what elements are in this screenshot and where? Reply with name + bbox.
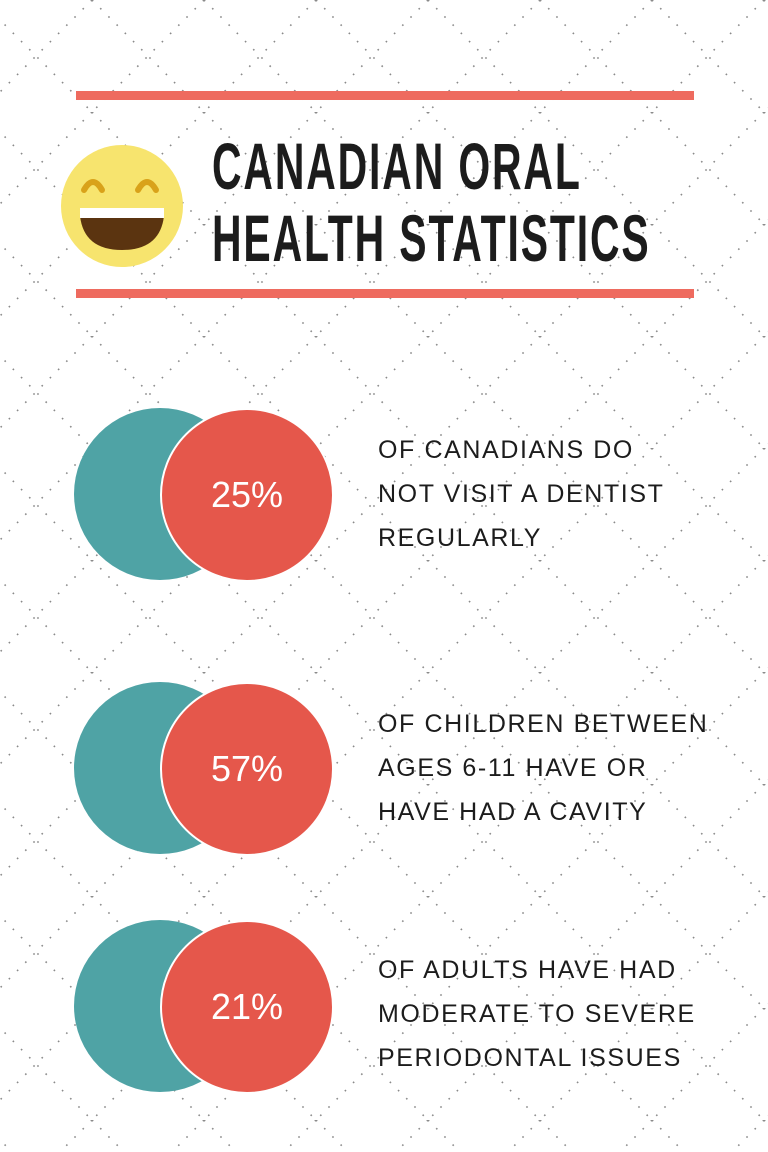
desc-line: MODERATE TO SEVERE — [378, 1000, 696, 1028]
desc-line: OF CANADIANS DO — [378, 436, 634, 464]
stat-description: OF ADULTS HAVE HAD MODERATE TO SEVERE PE… — [378, 948, 696, 1080]
desc-line: PERIODONTAL ISSUES — [378, 1044, 682, 1072]
desc-line: REGULARLY — [378, 524, 542, 552]
stat-description: OF CHILDREN BETWEEN AGES 6-11 HAVE OR HA… — [378, 702, 708, 834]
desc-line: NOT VISIT A DENTIST — [378, 480, 665, 508]
red-circle: 57% — [160, 682, 334, 856]
stat-description: OF CANADIANS DO NOT VISIT A DENTIST REGU… — [378, 428, 664, 560]
stat-item: 57% OF CHILDREN BETWEEN AGES 6-11 HAVE O… — [0, 682, 768, 862]
stat-item: 21% OF ADULTS HAVE HAD MODERATE TO SEVER… — [0, 920, 768, 1100]
desc-line: AGES 6-11 HAVE OR — [378, 754, 648, 782]
stat-value: 57% — [210, 748, 284, 789]
top-divider — [76, 91, 694, 100]
stat-value: 21% — [210, 986, 284, 1027]
red-circle: 21% — [160, 920, 334, 1094]
grinning-face-icon — [61, 145, 183, 267]
title-line-1: CANADIAN ORAL — [212, 129, 582, 203]
red-circle: 25% — [160, 408, 334, 582]
desc-line: OF CHILDREN BETWEEN — [378, 710, 709, 738]
desc-line: HAVE HAD A CAVITY — [378, 798, 648, 826]
stat-value: 25% — [210, 474, 284, 515]
page-title: CANADIAN ORAL HEALTH STATISTICS — [212, 130, 651, 274]
title-line-2: HEALTH STATISTICS — [212, 201, 651, 275]
desc-line: OF ADULTS HAVE HAD — [378, 956, 677, 984]
stat-item: 25% OF CANADIANS DO NOT VISIT A DENTIST … — [0, 408, 768, 588]
bottom-divider — [76, 289, 694, 298]
